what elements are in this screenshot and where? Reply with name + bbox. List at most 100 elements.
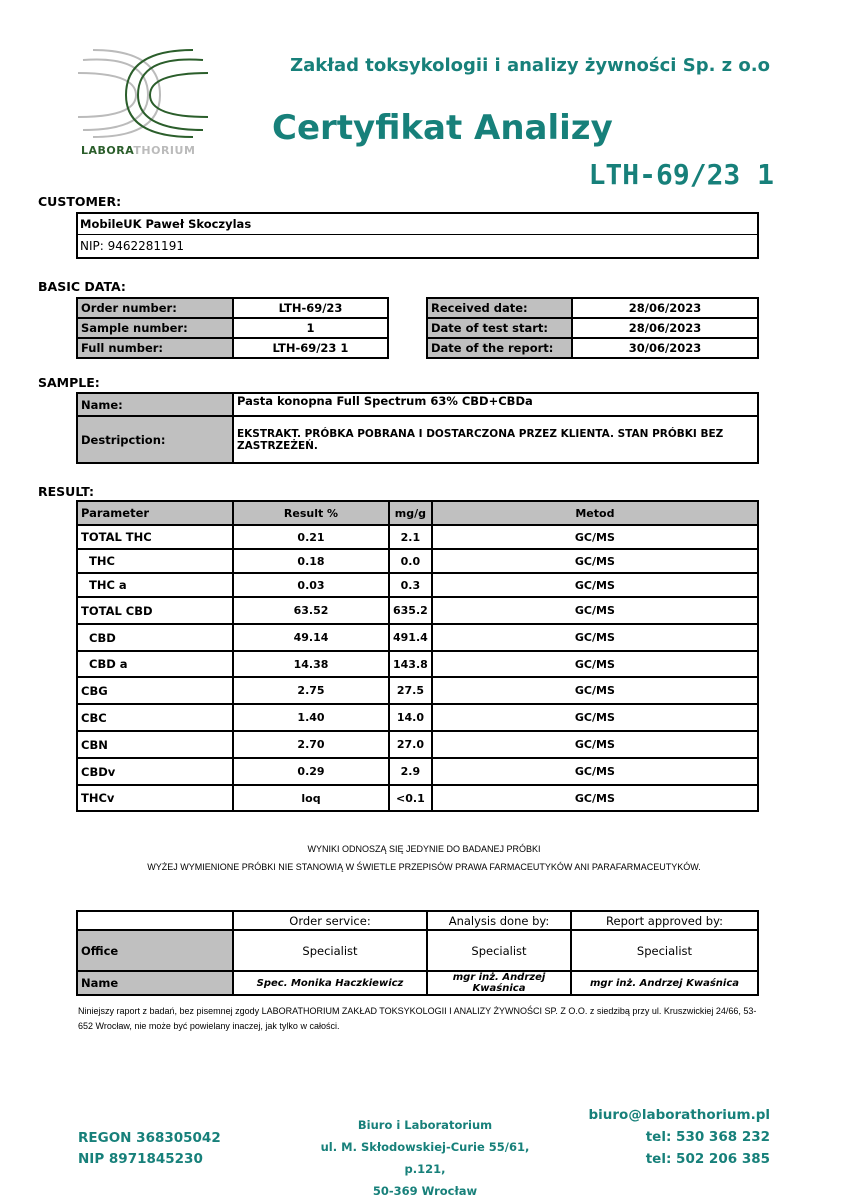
email-link[interactable]: biuro@laborathorium.pl (588, 1107, 771, 1123)
cell: Received date: (426, 297, 573, 319)
parameter-cell: CBC (76, 703, 234, 732)
phone: tel: 502 206 385 (645, 1151, 770, 1167)
result-cell: 2.75 (232, 676, 390, 705)
parameter-cell: THC (76, 548, 234, 574)
cell: Order number: (76, 297, 234, 319)
method-cell: GC/MS (430, 730, 760, 759)
table-row: TOTAL CBD 63.52 635.2 GC/MS (76, 596, 760, 625)
cell: Sample number: (76, 317, 234, 339)
table-row: TOTAL THC 0.21 2.1 GC/MS (76, 524, 760, 550)
method-cell: GC/MS (430, 757, 760, 786)
cell: Office (76, 929, 234, 972)
table-row: THC a 0.03 0.3 GC/MS (76, 572, 760, 598)
method-cell: GC/MS (430, 548, 760, 574)
parameter-cell: CBD (76, 623, 234, 652)
result-cell: 0.21 (232, 524, 390, 550)
cell: mgr inż. Andrzej Kwaśnica (570, 970, 759, 996)
cell: 30/06/2023 (571, 337, 759, 359)
customer-name: MobileUK Paweł Skoczylas (78, 214, 757, 235)
mg-cell: 491.4 (388, 623, 433, 652)
phone: tel: 530 368 232 (645, 1129, 770, 1145)
header-cell: Metod (430, 500, 760, 526)
cell: Specialist (426, 929, 572, 972)
parameter-cell: CBN (76, 730, 234, 759)
result-cell: 1.40 (232, 703, 390, 732)
header-cell: mg/g (388, 500, 433, 526)
cell: Specialist (570, 929, 759, 972)
sample-table: Name: Pasta konopna Full Spectrum 63% CBD… (76, 392, 759, 464)
table-row: CBC 1.40 14.0 GC/MS (76, 703, 760, 732)
logo-text: THORIUM (133, 144, 196, 157)
result-cell: 0.18 (232, 548, 390, 574)
company-nip: NIP 8971845230 (78, 1151, 203, 1167)
logo: LABORATHORIUM (77, 45, 209, 160)
result-cell: 0.03 (232, 572, 390, 598)
note: WYŻEJ WYMIENIONE PRÓBKI NIE STANOWIĄ W Ś… (147, 862, 701, 872)
result-label: RESULT: (38, 484, 95, 499)
customer-label: CUSTOMER: (38, 194, 122, 209)
certificate-number: LTH-69/23 1 (588, 158, 774, 191)
mg-cell: <0.1 (388, 784, 433, 812)
cell (76, 910, 234, 931)
method-cell: GC/MS (430, 524, 760, 550)
mg-cell: 2.9 (388, 757, 433, 786)
cell: Date of the report: (426, 337, 573, 359)
table-row: THC 0.18 0.0 GC/MS (76, 548, 760, 574)
result-cell: 2.70 (232, 730, 390, 759)
mg-cell: 27.0 (388, 730, 433, 759)
disclaimer: Niniejszy raport z badań, bez pisemnej z… (78, 1006, 757, 1031)
table-row: CBN 2.70 27.0 GC/MS (76, 730, 760, 759)
result-cell: loq (232, 784, 390, 812)
parameter-cell: CBD a (76, 650, 234, 678)
company-name: Zakład toksykologii i analizy żywności S… (290, 55, 770, 76)
mg-cell: 0.0 (388, 548, 433, 574)
table-row: CBD 49.14 491.4 GC/MS (76, 623, 760, 652)
results-table: Parameter Result % mg/g Metod TOTAL THC 0.21… (76, 500, 760, 812)
result-cell: 49.14 (232, 623, 390, 652)
mg-cell: 2.1 (388, 524, 433, 550)
method-cell: GC/MS (430, 572, 760, 598)
basic-data-right-table: Received date: 28/06/2023 Date of test st… (426, 297, 759, 359)
cell: 28/06/2023 (571, 317, 759, 339)
sample-description: EKSTRAKT. PRÓBKA POBRANA I DOSTARCZONA P… (232, 415, 759, 464)
result-cell: 63.52 (232, 596, 390, 625)
cell: mgr inż. Andrzej Kwaśnica (426, 970, 572, 996)
method-cell: GC/MS (430, 676, 760, 705)
parameter-cell: THCv (76, 784, 234, 812)
cell: Date of test start: (426, 317, 573, 339)
cell: Full number: (76, 337, 234, 359)
table-row: CBG 2.75 27.5 GC/MS (76, 676, 760, 705)
address-line: 50-369 Wrocław (372, 1184, 478, 1198)
sample-label: SAMPLE: (38, 375, 100, 390)
address-line: ul. M. Skłodowskiej-Curie 55/61, p.121, (320, 1140, 530, 1176)
parameter-cell: THC a (76, 572, 234, 598)
table-row: CBDv 0.29 2.9 GC/MS (76, 757, 760, 786)
method-cell: GC/MS (430, 596, 760, 625)
cell: Name (76, 970, 234, 996)
mg-cell: 27.5 (388, 676, 433, 705)
basic-data-left-table: Order number: LTH-69/23 Sample number: 1 F… (76, 297, 389, 359)
table-row: THCv loq <0.1 GC/MS (76, 784, 760, 812)
cell: 1 (232, 317, 389, 339)
table-row: CBD a 14.38 143.8 GC/MS (76, 650, 760, 678)
cell: LTH-69/23 1 (232, 337, 389, 359)
address-line: Biuro i Laboratorium (357, 1118, 493, 1132)
method-cell: GC/MS (430, 784, 760, 812)
cell: Specialist (232, 929, 428, 972)
mg-cell: 0.3 (388, 572, 433, 598)
parameter-cell: CBDv (76, 757, 234, 786)
logo-text: LABORA (81, 144, 134, 157)
header-cell: Parameter (76, 500, 234, 526)
parameter-cell: CBG (76, 676, 234, 705)
parameter-cell: TOTAL CBD (76, 596, 234, 625)
mg-cell: 635.2 (388, 596, 433, 625)
method-cell: GC/MS (430, 703, 760, 732)
cell: Analysis done by: (426, 910, 572, 931)
mg-cell: 143.8 (388, 650, 433, 678)
cell: Spec. Monika Haczkiewicz (232, 970, 428, 996)
customer-box: MobileUK Paweł Skoczylas NIP: 9462281191 (76, 212, 759, 259)
regon: REGON 368305042 (78, 1130, 221, 1146)
sample-name: Pasta konopna Full Spectrum 63% CBD+CBDa (232, 392, 759, 417)
basic-data-label: BASIC DATA: (38, 279, 126, 294)
logo-arcs-icon (77, 49, 209, 138)
